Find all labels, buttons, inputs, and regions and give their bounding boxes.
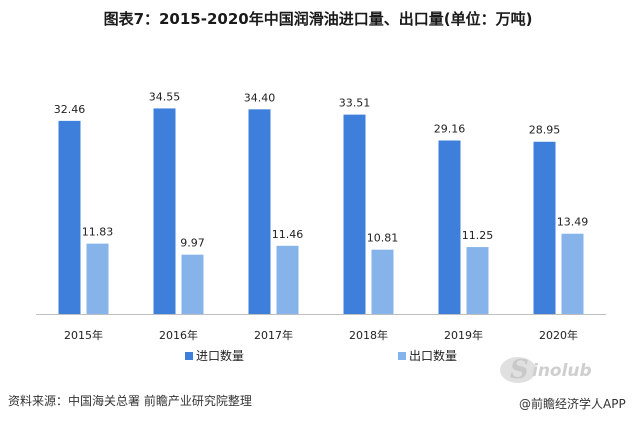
value-label: 33.51 [339, 97, 371, 110]
watermark-logo: S inolub [500, 355, 592, 385]
export-bar-2016年 [181, 254, 204, 314]
export-bar-2020年 [561, 233, 584, 314]
bars-group [58, 108, 584, 315]
legend-label: 进口数量 [196, 348, 244, 363]
import-bar-2017年 [248, 109, 271, 314]
export-bar-2018年 [371, 249, 394, 314]
value-label: 28.95 [529, 124, 561, 137]
legend-swatch-export [398, 352, 406, 360]
chart-title: 图表7：2015-2020年中国润滑油进口量、出口量(单位：万吨) [103, 10, 533, 28]
legend-swatch-import [185, 352, 193, 360]
watermark-text: @前瞻经济学人APP [519, 397, 626, 411]
import-bar-2018年 [343, 114, 366, 314]
value-label: 13.49 [557, 216, 589, 229]
legend: 进口数量 出口数量 [185, 348, 457, 363]
value-label: 34.55 [149, 90, 181, 103]
value-label: 29.16 [434, 122, 466, 135]
value-labels-group: 32.46 11.83 34.55 9.97 34.40 11.46 33.51 10.81 2… [54, 90, 589, 249]
x-tick-label: 2020年 [539, 328, 578, 342]
export-bar-2019年 [466, 247, 489, 314]
svg-text:inolub: inolub [532, 361, 592, 381]
export-bar-2017年 [276, 245, 299, 314]
import-bar-2020年 [533, 141, 556, 314]
legend-label: 出口数量 [409, 348, 457, 363]
x-tick-label: 2019年 [444, 328, 483, 342]
x-tick-label: 2016年 [159, 328, 198, 342]
value-label: 11.25 [462, 229, 494, 242]
value-label: 11.83 [82, 226, 114, 239]
svg-text:S: S [510, 355, 529, 385]
source-note: 资料来源：中国海关总署 前瞻产业研究院整理 [8, 394, 252, 408]
value-label: 11.46 [272, 228, 304, 241]
x-tick-label: 2017年 [254, 328, 293, 342]
value-label: 9.97 [180, 237, 205, 250]
x-tick-labels-group: 2015年 2016年 2017年 2018年 2019年 2020年 [64, 328, 578, 342]
value-label: 32.46 [54, 103, 86, 116]
value-label: 34.40 [244, 91, 276, 104]
export-bar-2015年 [86, 243, 109, 314]
value-label: 10.81 [367, 232, 399, 245]
import-bar-2019年 [438, 140, 461, 314]
x-tick-label: 2015年 [64, 328, 103, 342]
import-bar-2015年 [58, 120, 81, 314]
import-bar-2016年 [153, 108, 176, 315]
x-tick-label: 2018年 [349, 328, 388, 342]
